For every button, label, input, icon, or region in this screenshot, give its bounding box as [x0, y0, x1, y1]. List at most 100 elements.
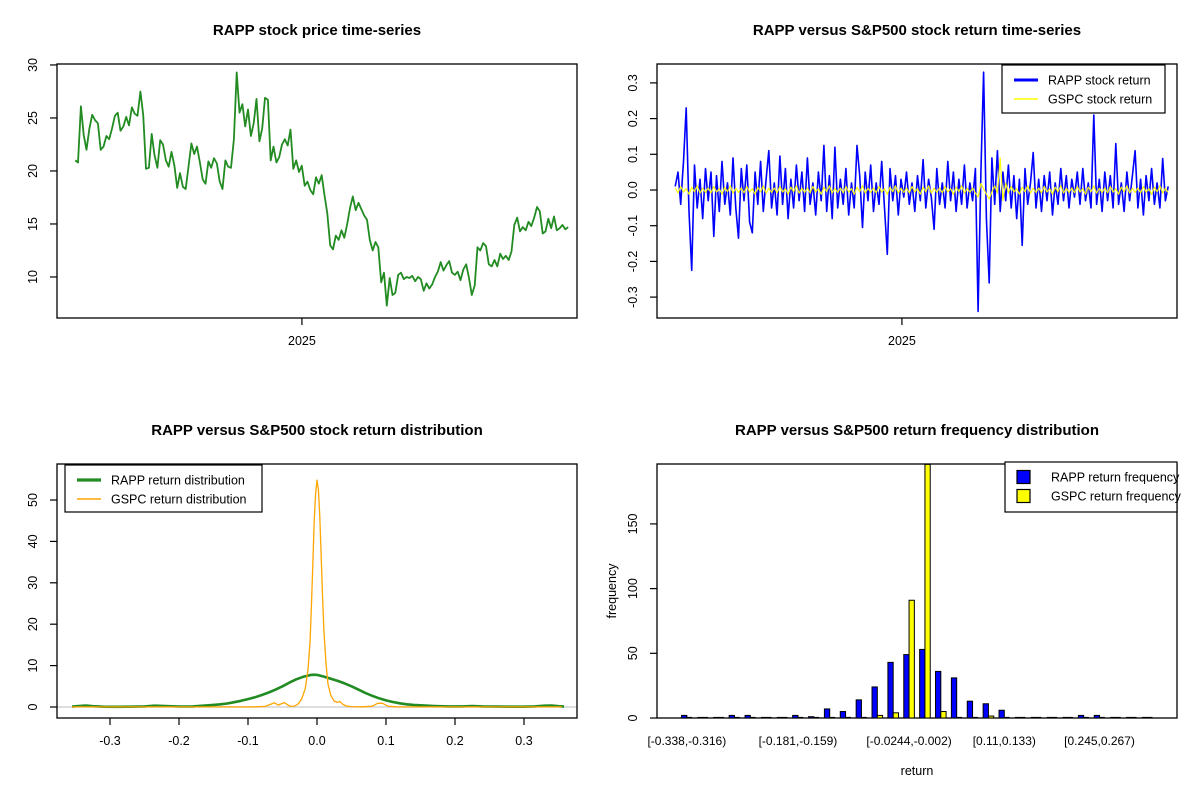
x-tick-label: 2025 — [288, 334, 316, 348]
series-gspc-return-distribution — [72, 479, 562, 708]
y-tick-label: 0.2 — [626, 110, 640, 127]
rapp-bar — [935, 670, 942, 719]
y-tick-label: -0.2 — [626, 251, 640, 273]
axes: -0.3 -0.2 -0.1 0.0 0.1 0.2 0.3 2025 — [626, 63, 1178, 348]
y-tick-label: 30 — [26, 576, 40, 590]
bin-label: [0.11,0.133) — [973, 734, 1036, 748]
y-tick-label: 30 — [26, 58, 40, 72]
y-tick-label: 0 — [26, 703, 40, 710]
axes: 0 50 100 150 — [626, 463, 1178, 721]
x-tick-label: -0.2 — [168, 734, 190, 748]
rapp-bar — [966, 700, 974, 719]
y-tick-label: 50 — [26, 493, 40, 507]
y-tick-label: 25 — [26, 111, 40, 125]
x-tick-label: 0.2 — [446, 734, 463, 748]
plot-box — [656, 463, 1178, 719]
y-tick-label: 20 — [26, 617, 40, 631]
legend-square-sample — [1016, 469, 1031, 485]
rapp-bar — [1077, 714, 1085, 719]
page-title-distribution: RAPP versus S&P500 stock return distribu… — [151, 422, 483, 439]
series-gspc-stock-return — [674, 157, 1169, 202]
plot-box — [656, 63, 1178, 319]
bin-label: [-0.181,-0.159) — [759, 734, 838, 748]
bar-series — [681, 463, 1153, 719]
y-tick-label: 10 — [26, 270, 40, 284]
y-tick-label: 50 — [626, 646, 640, 660]
frequency-chart-svg: 0 50 100 150 [-0.338,-0.316) [-0.181,-0.159) [… — [605, 461, 1182, 778]
x-tick-label: -0.1 — [237, 734, 259, 748]
gspc-bar — [892, 712, 899, 719]
y-tick-label: 10 — [26, 659, 40, 673]
returns-chart-svg: -0.3 -0.2 -0.1 0.0 0.1 0.2 0.3 2025 RAPP stock r… — [626, 63, 1178, 348]
y-tick-label: 0.3 — [626, 74, 640, 91]
rapp-bar — [855, 699, 862, 719]
x-tick-label: -0.3 — [99, 734, 121, 748]
distribution-chart-svg: 0 10 20 30 40 50 -0.3 -0.2 -0.1 0.0 0.1 0.2 0.3 RAPP … — [26, 463, 578, 748]
panel-return-frequency: RAPP versus S&P500 return frequency dist… — [600, 400, 1200, 800]
y-tick-label: 0 — [626, 714, 640, 721]
rapp-bar — [728, 714, 735, 719]
y-tick-label: 150 — [626, 513, 640, 534]
y-axis-title: frequency — [605, 563, 619, 619]
legend-box — [1004, 461, 1178, 513]
legend-label: RAPP return frequency — [1051, 471, 1180, 485]
gspc-bar — [876, 714, 884, 719]
rapp-bar — [887, 661, 894, 719]
series-rapp-stock-price — [74, 71, 569, 307]
y-tick-label: 0.0 — [626, 181, 640, 198]
rapp-bar — [871, 686, 878, 719]
bin-label: [-0.338,-0.316) — [647, 734, 726, 748]
rapp-bar — [998, 709, 1005, 719]
rapp-bar — [823, 708, 831, 719]
rapp-bar — [681, 714, 688, 719]
y-tick-label: -0.1 — [626, 215, 640, 237]
x-axis-title: return — [901, 764, 934, 778]
legend: RAPP return distribution GSPC return dist… — [64, 464, 263, 513]
gspc-bar — [987, 715, 995, 719]
rapp-bar — [808, 716, 815, 719]
legend-label: RAPP return distribution — [111, 474, 245, 488]
legend-label: GSPC return frequency — [1051, 490, 1182, 504]
bin-label: [-0.0244,-0.002) — [866, 734, 951, 748]
x-tick-label: 0.1 — [377, 734, 394, 748]
gspc-bar — [924, 463, 931, 719]
rapp-bar — [982, 703, 989, 719]
rapp-bar — [950, 677, 958, 719]
x-tick-label: 0.0 — [308, 734, 325, 748]
panel-price-timeseries: RAPP stock price time-series 10 15 20 25 30 2… — [0, 0, 600, 400]
rapp-bar — [744, 714, 751, 719]
legend-label: GSPC return distribution — [111, 493, 247, 507]
rapp-bar — [903, 654, 910, 719]
series-rapp-return-distribution — [71, 673, 565, 709]
gspc-bar — [940, 711, 947, 719]
legend-label: GSPC stock return — [1048, 93, 1152, 107]
y-tick-label: -0.3 — [626, 286, 640, 308]
bin-label: [0.245,0.267) — [1064, 734, 1135, 748]
y-tick-label: 0.1 — [626, 146, 640, 163]
plot-box — [56, 63, 578, 319]
gspc-bar — [908, 599, 915, 719]
series-rapp-stock-return — [674, 71, 1169, 313]
rapp-bar — [839, 711, 847, 719]
y-tick-label: 40 — [26, 534, 40, 548]
legend-box — [64, 464, 263, 513]
legend-label: RAPP stock return — [1048, 74, 1151, 88]
axes: 0 10 20 30 40 50 -0.3 -0.2 -0.1 0.0 0.1 0.2 0.3 — [26, 463, 578, 748]
x-tick-label: 0.3 — [515, 734, 532, 748]
page-title-returns: RAPP versus S&P500 stock return time-ser… — [752, 22, 1082, 39]
y-tick-label: 100 — [626, 578, 640, 599]
y-tick-label: 15 — [26, 217, 40, 231]
plot-box — [56, 463, 578, 719]
legend: RAPP stock return GSPC stock return — [1001, 64, 1166, 114]
y-tick-label: 20 — [26, 164, 40, 178]
rapp-bar — [919, 648, 926, 719]
rapp-bar — [1093, 714, 1101, 719]
legend-box — [1001, 64, 1166, 114]
page-title-price: RAPP stock price time-series — [212, 22, 422, 39]
x-tick-label: 2025 — [888, 334, 916, 348]
rapp-bar — [792, 714, 799, 719]
page-title-frequency: RAPP versus S&P500 return frequency dist… — [735, 422, 1099, 439]
